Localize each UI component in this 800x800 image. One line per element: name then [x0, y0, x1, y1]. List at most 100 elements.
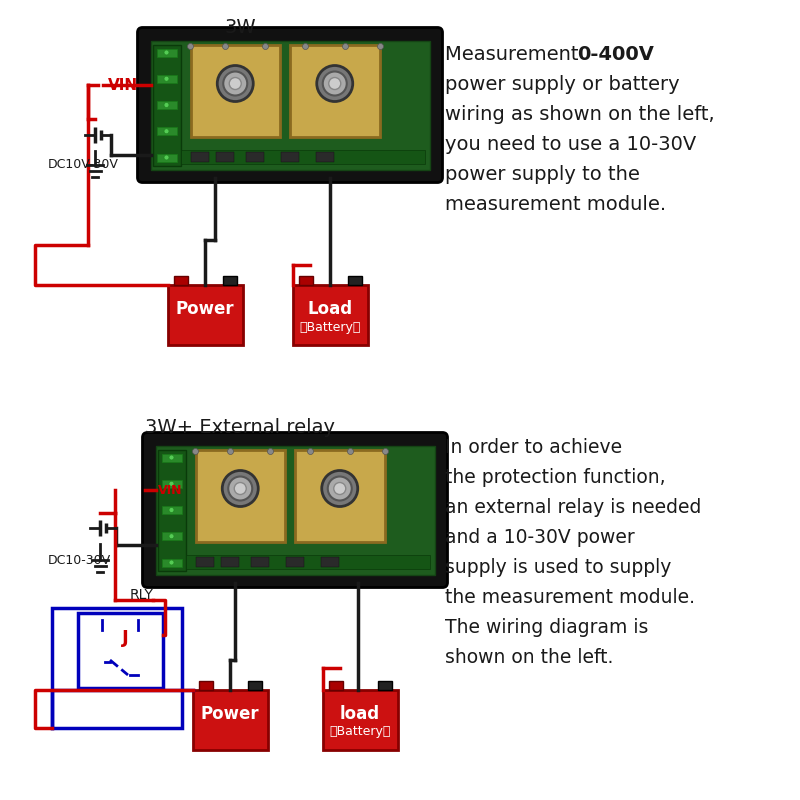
Bar: [193, 690, 267, 750]
Circle shape: [347, 449, 354, 454]
Bar: [162, 532, 182, 540]
Bar: [158, 450, 186, 570]
FancyBboxPatch shape: [138, 27, 442, 182]
Text: the protection function,: the protection function,: [445, 468, 666, 487]
Text: supply is used to supply: supply is used to supply: [445, 558, 671, 577]
Circle shape: [262, 43, 269, 50]
Bar: [286, 557, 303, 566]
Text: In order to achieve: In order to achieve: [445, 438, 622, 457]
Text: 3W: 3W: [224, 18, 256, 37]
Text: 3W+ External relay: 3W+ External relay: [145, 418, 335, 437]
Bar: [221, 557, 238, 566]
Bar: [329, 681, 342, 690]
Bar: [153, 45, 181, 166]
Text: Measurement: Measurement: [445, 45, 591, 64]
Circle shape: [302, 43, 309, 50]
Circle shape: [169, 560, 174, 565]
Text: J: J: [122, 629, 128, 647]
Bar: [222, 276, 237, 285]
Circle shape: [382, 449, 389, 454]
Bar: [78, 613, 162, 687]
Bar: [162, 454, 182, 462]
Circle shape: [267, 449, 274, 454]
Bar: [190, 151, 209, 162]
Bar: [290, 45, 379, 138]
Circle shape: [227, 449, 234, 454]
Bar: [195, 450, 285, 542]
Text: wiring as shown on the left,: wiring as shown on the left,: [445, 105, 714, 124]
Text: Power: Power: [201, 705, 259, 723]
Bar: [157, 154, 177, 162]
Bar: [281, 151, 298, 162]
Circle shape: [164, 129, 169, 134]
Text: load: load: [340, 705, 380, 723]
Circle shape: [342, 43, 349, 50]
Circle shape: [223, 71, 247, 95]
Text: you need to use a 10-30V: you need to use a 10-30V: [445, 135, 696, 154]
Bar: [157, 74, 177, 82]
Circle shape: [317, 66, 353, 102]
Bar: [295, 450, 385, 542]
Circle shape: [164, 50, 169, 55]
Circle shape: [169, 507, 174, 513]
Bar: [215, 151, 234, 162]
Text: Load: Load: [307, 300, 353, 318]
Bar: [198, 681, 213, 690]
Bar: [247, 681, 262, 690]
Text: shown on the left.: shown on the left.: [445, 648, 614, 667]
Text: measurement module.: measurement module.: [445, 195, 666, 214]
Bar: [347, 276, 362, 285]
Bar: [293, 285, 367, 345]
Circle shape: [228, 477, 252, 501]
Bar: [246, 151, 263, 162]
Text: power supply to the: power supply to the: [445, 165, 640, 184]
Circle shape: [378, 43, 383, 50]
Bar: [155, 446, 434, 574]
Circle shape: [169, 534, 174, 538]
Text: （Battery）: （Battery）: [299, 321, 361, 334]
Text: the measurement module.: the measurement module.: [445, 588, 695, 607]
Circle shape: [222, 470, 258, 506]
Text: and a 10-30V power: and a 10-30V power: [445, 528, 634, 547]
Circle shape: [322, 71, 346, 95]
Circle shape: [218, 66, 254, 102]
Circle shape: [329, 78, 341, 90]
Circle shape: [222, 43, 229, 50]
Circle shape: [164, 102, 169, 107]
Circle shape: [169, 455, 174, 460]
Text: RLY: RLY: [130, 588, 154, 602]
Bar: [162, 558, 182, 566]
Text: Power: Power: [176, 300, 234, 318]
Text: VIN: VIN: [158, 483, 182, 497]
Bar: [181, 150, 425, 163]
Circle shape: [307, 449, 314, 454]
Bar: [298, 276, 313, 285]
Bar: [321, 557, 338, 566]
Bar: [157, 101, 177, 109]
Text: an external relay is needed: an external relay is needed: [445, 498, 702, 517]
Bar: [150, 41, 430, 170]
Circle shape: [187, 43, 194, 50]
Bar: [322, 690, 398, 750]
Text: DC10-30V: DC10-30V: [48, 554, 111, 566]
Text: 0-400V: 0-400V: [577, 45, 654, 64]
Bar: [157, 49, 177, 57]
Text: power supply or battery: power supply or battery: [445, 75, 680, 94]
Circle shape: [328, 477, 352, 501]
Bar: [190, 45, 280, 138]
FancyBboxPatch shape: [142, 433, 447, 587]
Circle shape: [169, 482, 174, 486]
Bar: [174, 276, 187, 285]
Circle shape: [193, 449, 198, 454]
Circle shape: [234, 482, 246, 494]
Bar: [195, 557, 214, 566]
Bar: [186, 554, 430, 569]
Circle shape: [230, 78, 242, 90]
Bar: [52, 608, 182, 728]
Bar: [315, 151, 334, 162]
Bar: [162, 480, 182, 488]
Text: （Battery）: （Battery）: [330, 726, 390, 738]
Bar: [157, 127, 177, 135]
Text: VIN: VIN: [108, 78, 138, 93]
Circle shape: [322, 470, 358, 506]
